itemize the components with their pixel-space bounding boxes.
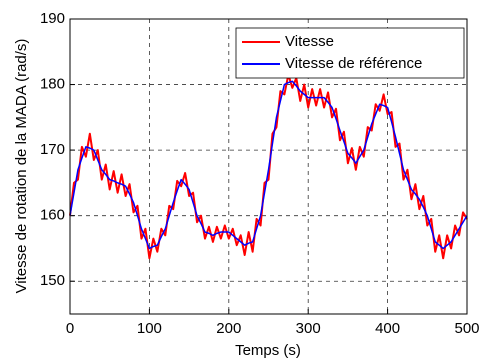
y-tick-label: 180	[40, 76, 65, 93]
x-tick-label: 200	[216, 320, 241, 337]
y-axis-label: Vitesse de rotation de la MADA (rad/s)	[13, 39, 30, 294]
x-axis-label: Temps (s)	[235, 342, 301, 359]
legend-label: Vitesse de référence	[285, 55, 422, 72]
x-tick-label: 0	[66, 320, 74, 337]
plot-frame	[69, 18, 468, 315]
series-line	[69, 73, 468, 260]
y-tick-label: 170	[40, 141, 65, 158]
y-tick-label: 150	[40, 272, 65, 289]
y-tick-label: 190	[40, 10, 65, 27]
legend-box	[235, 27, 465, 79]
x-tick-label: 300	[296, 320, 321, 337]
x-tick-label: 500	[454, 320, 479, 337]
plot-area: 0 100 200 300 400 500 150 160 170 180 190 Vitesse Vi…	[40, 10, 480, 337]
legend-label: Vitesse	[285, 33, 334, 50]
y-tick-label: 160	[40, 207, 65, 224]
x-tick-label: 400	[375, 320, 400, 337]
x-tick-label: 100	[137, 320, 162, 337]
series-line	[69, 80, 468, 250]
